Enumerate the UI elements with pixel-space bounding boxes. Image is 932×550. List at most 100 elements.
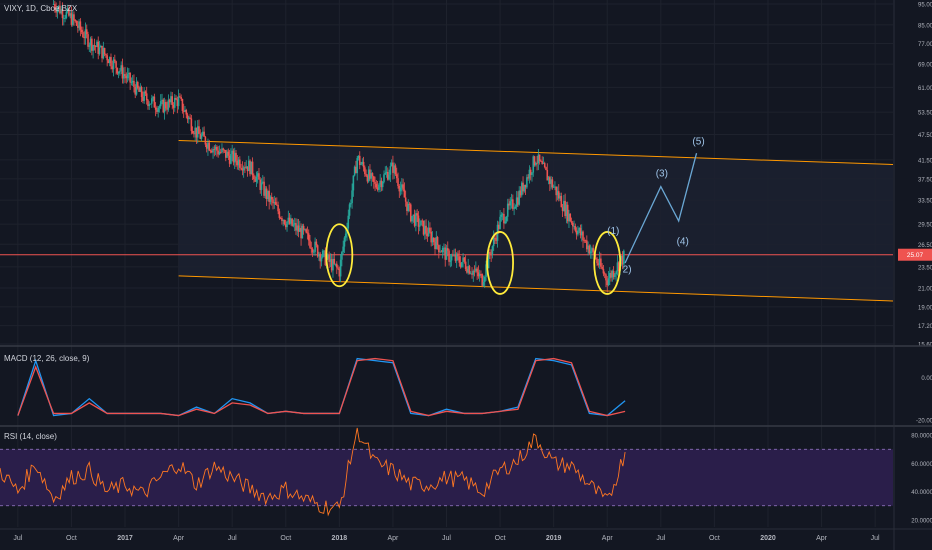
candle-body [156, 109, 158, 112]
candle-body [492, 237, 495, 247]
candle-body [398, 186, 401, 192]
candle-body [69, 13, 71, 16]
candle-body [221, 148, 223, 153]
wave-label: (5) [692, 137, 704, 148]
y-tick-label: 61.00 [918, 86, 932, 92]
candle-body [75, 20, 78, 26]
candle-body [103, 48, 106, 55]
candle-body [347, 215, 350, 229]
rsi-pane[interactable] [0, 427, 893, 517]
x-tick-label: Jul [656, 535, 665, 542]
candle-body [489, 252, 491, 255]
candle-body [512, 199, 514, 209]
candle-body [375, 183, 378, 188]
candle-body [528, 169, 531, 179]
candle-body [91, 38, 93, 51]
candle-body [241, 168, 244, 171]
candle-body [356, 158, 358, 174]
candle-body [298, 228, 301, 232]
candle-body [204, 136, 207, 145]
candle-body [269, 196, 272, 202]
y-tick-label: 85.00 [918, 23, 932, 29]
macd-pane[interactable] [17, 357, 626, 417]
candle-body [535, 162, 537, 166]
candle-body [357, 155, 360, 159]
candle-body [614, 274, 616, 278]
candle-body [170, 96, 172, 103]
candle-body [177, 96, 180, 107]
highlight-circle[interactable] [593, 231, 622, 295]
rsi-title[interactable]: RSI (14, close) [4, 432, 57, 441]
candle-body [415, 213, 417, 226]
candle-body [426, 233, 429, 237]
candle-body [509, 201, 512, 206]
candle-body [281, 218, 283, 221]
price-pane[interactable]: (1) 2) (3) (4) (5) [0, 0, 894, 302]
candle-body [564, 200, 566, 217]
candle-body [171, 96, 174, 106]
wave-projection[interactable] [624, 153, 698, 264]
candle-body [176, 99, 179, 107]
candle-body [384, 173, 387, 175]
candle-body [222, 148, 225, 150]
y-tick-label: 53.50 [918, 111, 932, 117]
candle-body [596, 258, 598, 264]
highlight-circle[interactable] [486, 231, 514, 295]
candle-body [527, 177, 529, 179]
x-tick-label: Oct [495, 535, 506, 542]
channel-upper-line[interactable] [178, 139, 894, 165]
candle-body [139, 87, 142, 92]
candle-body [320, 257, 323, 262]
candle-body [443, 247, 445, 249]
candle-body [601, 266, 603, 269]
candle-body [195, 127, 198, 138]
candle-body [513, 208, 515, 210]
candle-body [112, 59, 115, 70]
y-tick-label: 19.00 [918, 305, 932, 311]
candle-body [523, 184, 526, 192]
rsi-line [0, 427, 626, 517]
candle-body [522, 182, 524, 192]
candle-body [355, 166, 357, 174]
candle-body [559, 195, 561, 199]
candle-body [582, 231, 584, 241]
candle-body [59, 5, 61, 14]
candle-body [205, 144, 208, 149]
candle-body [464, 261, 467, 269]
symbol-title[interactable]: VIXY, 1D, Cboe BZX [4, 4, 78, 13]
candle-body [83, 37, 85, 39]
x-tick-label: Apr [602, 535, 614, 542]
wave-label: (1) [607, 226, 619, 237]
candle-body [284, 224, 287, 228]
candle-body [311, 248, 314, 253]
candle-body [583, 240, 586, 242]
candle-body [452, 255, 454, 257]
candle-body [296, 225, 299, 231]
candle-body [573, 226, 575, 227]
y-tick-label: 47.50 [918, 133, 932, 139]
macd-title[interactable]: MACD (12, 26, close, 9) [4, 354, 90, 363]
candle-body [408, 203, 411, 205]
candle-body [351, 190, 353, 204]
candle-body [417, 215, 420, 227]
candle-body [181, 98, 184, 111]
channel-fill [178, 140, 894, 302]
highlight-circle[interactable] [325, 223, 354, 288]
candle-body [429, 227, 431, 232]
candle-body [383, 174, 385, 182]
candle-body [560, 195, 563, 208]
candle-body [193, 133, 195, 135]
candle-body [439, 251, 441, 253]
candle-body [173, 97, 176, 108]
candle-body [151, 98, 153, 104]
candle-body [482, 282, 485, 286]
candle-body [327, 254, 329, 259]
candle-body [577, 230, 579, 235]
candle-body [99, 45, 102, 48]
candle-body [324, 250, 327, 266]
channel-lower-line[interactable] [178, 275, 894, 302]
candle-body [514, 206, 517, 209]
candle-body [122, 74, 125, 79]
